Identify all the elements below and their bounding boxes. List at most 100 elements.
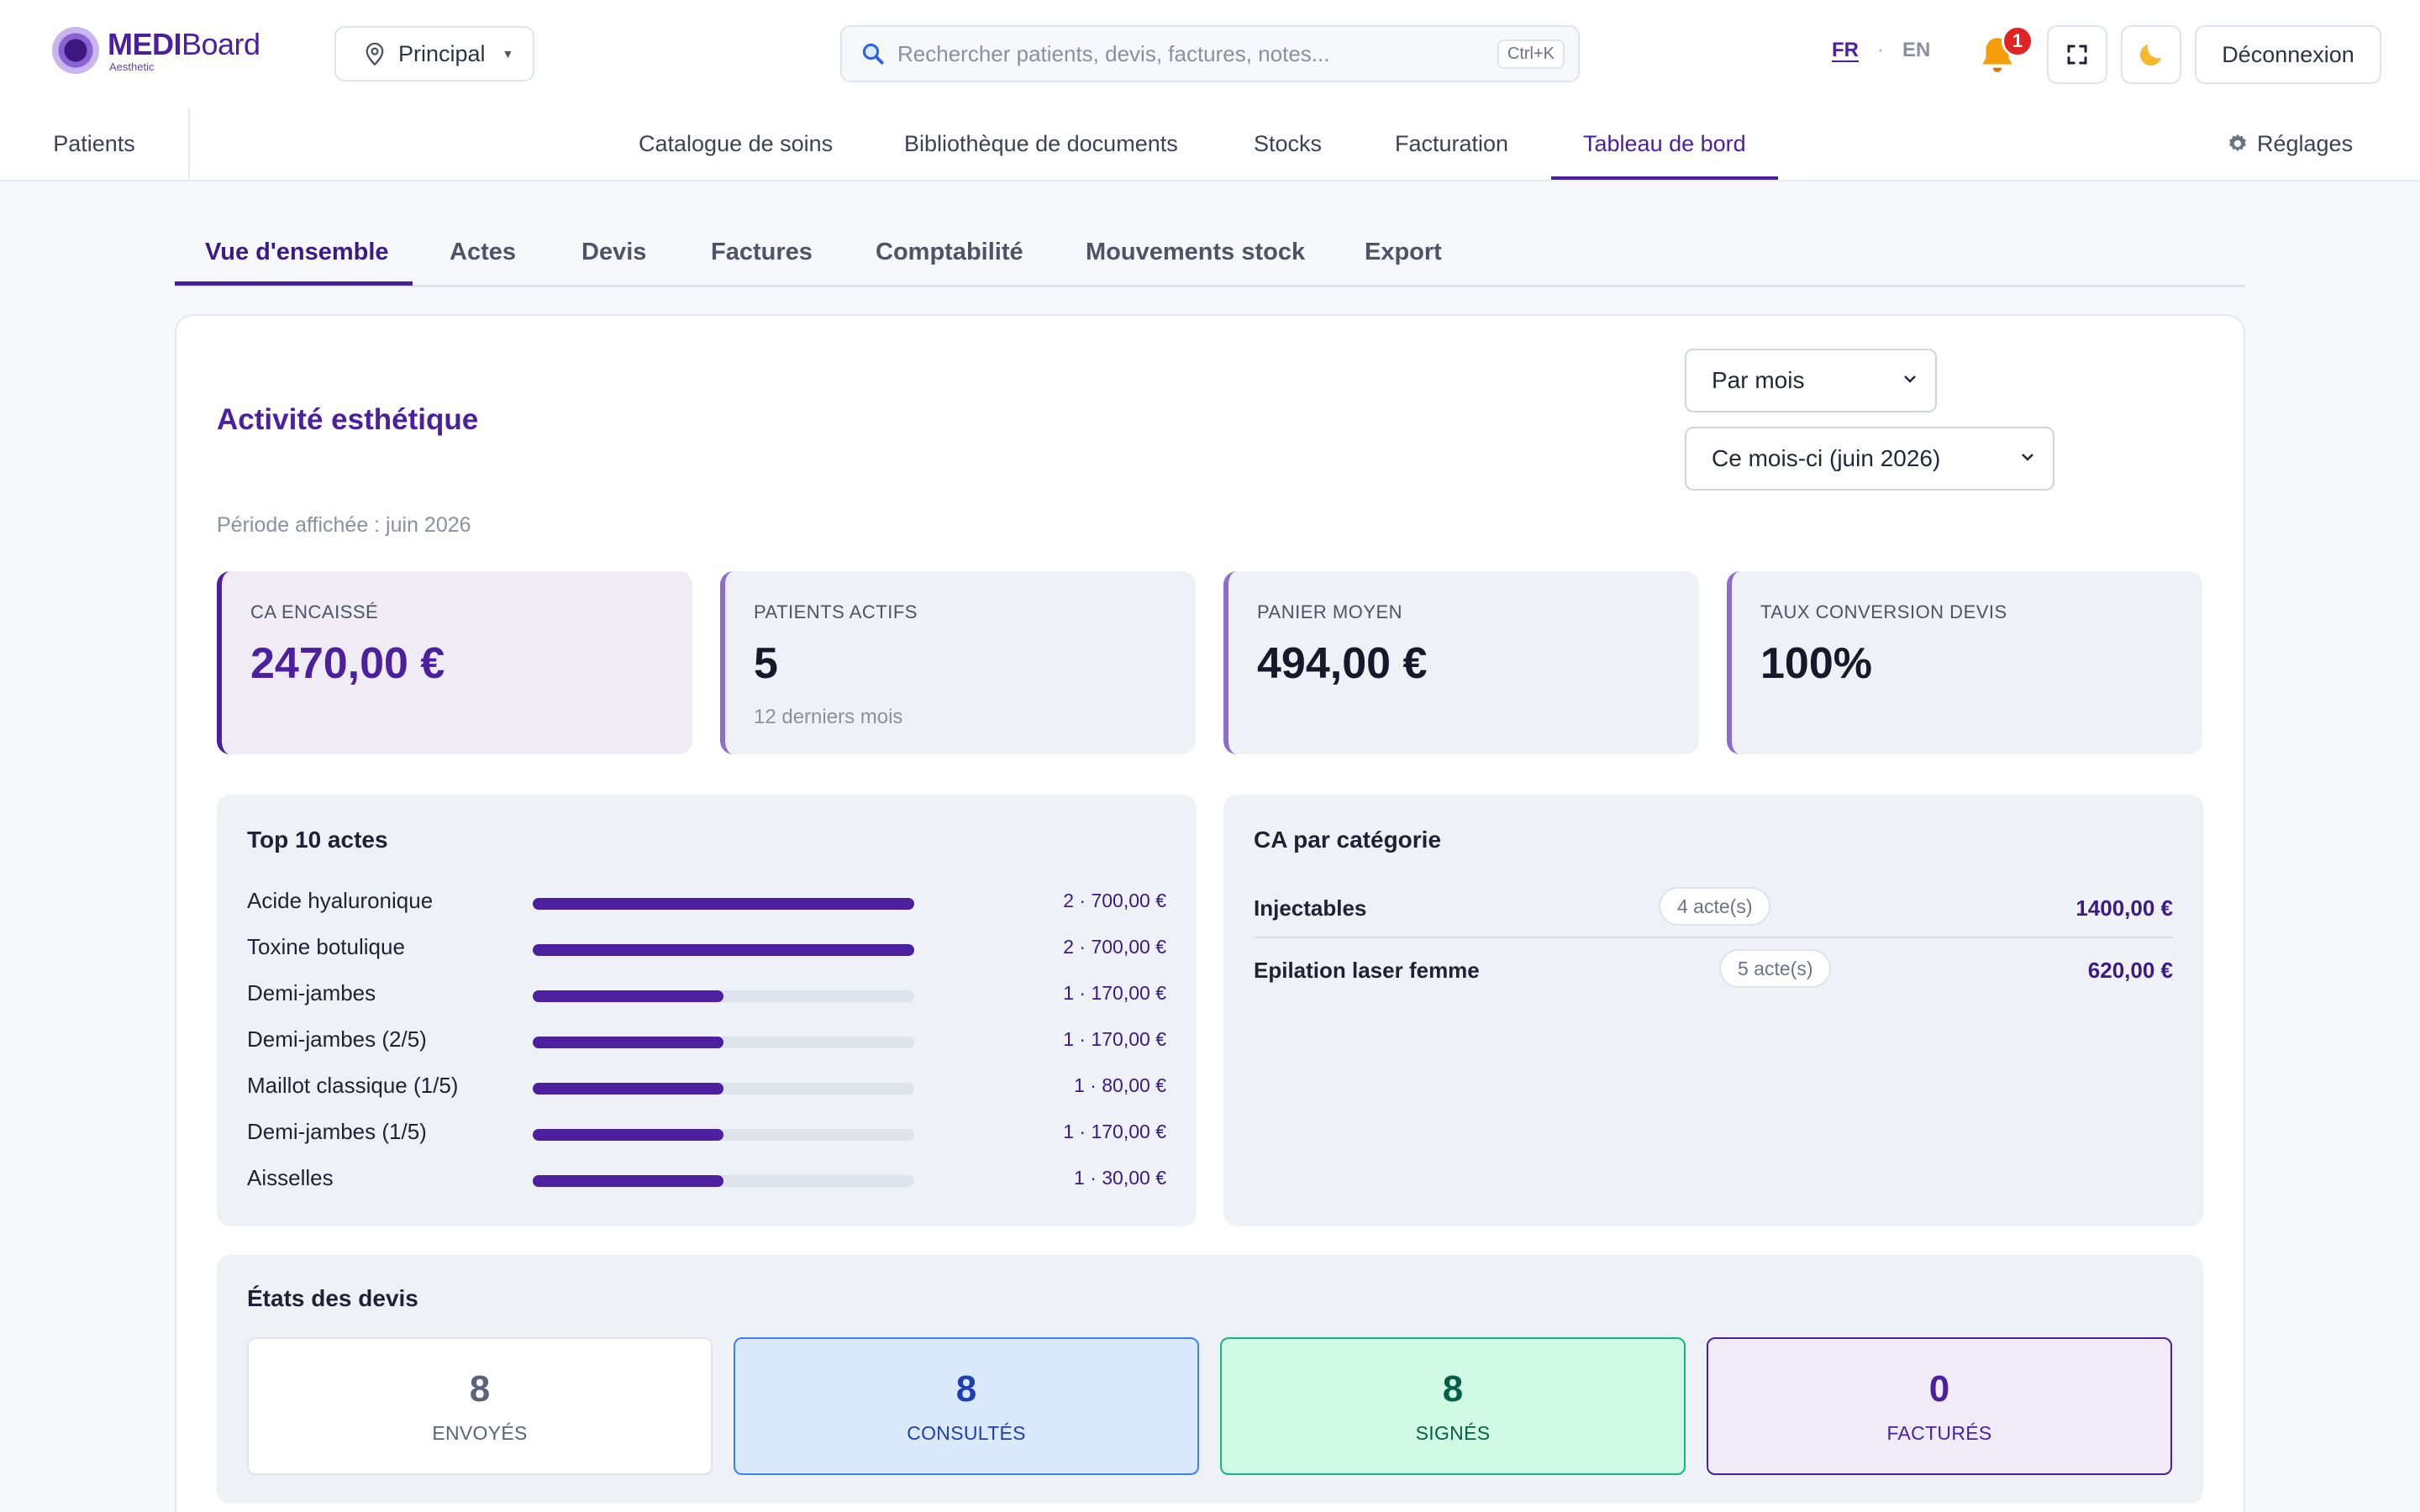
ca-categorie-panel xyxy=(1223,795,2203,1226)
global-search[interactable]: Ctrl+K xyxy=(840,25,1580,82)
category-row: Epilation laser femme 5 acte(s) 620,00 € xyxy=(1254,941,2173,1000)
acte-bar-fill xyxy=(533,1175,723,1187)
period-select-value: Ce mois-ci (juin 2026) xyxy=(1712,445,1941,471)
top-acte-row: Demi-jambes (1/5) 1 · 170,00 € xyxy=(247,1117,1166,1151)
logout-button[interactable]: Déconnexion xyxy=(2195,25,2381,84)
tab-mouvements-stock[interactable]: Mouvements stock xyxy=(1086,239,1306,265)
nav-tableau-de-bord[interactable]: Tableau de bord xyxy=(1583,130,1746,156)
acte-name: Aisselles xyxy=(247,1165,334,1190)
expand-icon xyxy=(2067,45,2087,65)
language-switcher: FR · EN xyxy=(1832,39,1930,62)
moon-icon xyxy=(2139,45,2161,66)
lang-separator: · xyxy=(1877,39,1884,61)
category-value: 1400,00 € xyxy=(2075,895,2173,921)
granularity-select[interactable]: Par mois xyxy=(1685,349,1937,412)
app-logo[interactable]: MEDIBoard Aesthetic xyxy=(52,27,260,74)
kpi-label: Taux conversion devis xyxy=(1760,601,2007,622)
acte-bar-track xyxy=(533,1083,914,1095)
tab-actes[interactable]: Actes xyxy=(450,239,516,265)
chevron-down-icon xyxy=(2022,454,2033,461)
page-title: Activité esthétique xyxy=(217,403,479,436)
top-acte-row: Demi-jambes (2/5) 1 · 170,00 € xyxy=(247,1025,1166,1058)
state-count: 8 xyxy=(469,1368,491,1410)
tab-factures[interactable]: Factures xyxy=(711,239,813,265)
nav-catalogue-soins[interactable]: Catalogue de soins xyxy=(639,130,834,156)
acte-count-pill: 5 acte(s) xyxy=(1719,949,1832,988)
acte-value: 1 · 170,00 € xyxy=(1063,1121,1166,1142)
tab-comptabilite[interactable]: Comptabilité xyxy=(876,239,1023,265)
acte-name: Demi-jambes (2/5) xyxy=(247,1026,427,1052)
acte-bar-fill xyxy=(533,1129,723,1141)
acte-name: Acide hyaluronique xyxy=(247,888,434,913)
acte-bar-fill xyxy=(533,1037,723,1048)
kpi-ca-encaisse: CA encaissé 2470,00 € xyxy=(217,571,692,754)
acte-name: Demi-jambes xyxy=(247,980,376,1005)
period-label: Période affichée : juin 2026 xyxy=(217,513,471,537)
kpi-value: 100% xyxy=(1760,639,1872,688)
granularity-value: Par mois xyxy=(1712,367,1805,393)
nav-facturation[interactable]: Facturation xyxy=(1395,130,1509,156)
kpi-patients-actifs: Patients actifs 5 12 derniers mois xyxy=(720,571,1196,754)
kpi-label: Panier moyen xyxy=(1257,601,1403,622)
acte-value: 1 · 80,00 € xyxy=(1074,1074,1166,1096)
nav-settings-label: Réglages xyxy=(2257,130,2354,156)
top-acte-row: Toxine botulique 2 · 700,00 € xyxy=(247,932,1166,966)
nav-patients[interactable]: Patients xyxy=(0,108,190,180)
acte-bar-track xyxy=(533,1129,914,1141)
acte-bar-track xyxy=(533,990,914,1002)
top-acte-row: Demi-jambes 1 · 170,00 € xyxy=(247,979,1166,1012)
brand-name-light: Board xyxy=(182,26,260,61)
dark-mode-toggle[interactable] xyxy=(2121,25,2181,84)
nav-stocks[interactable]: Stocks xyxy=(1254,130,1323,156)
kpi-value: 5 xyxy=(754,639,778,688)
acte-bar-track xyxy=(533,1037,914,1048)
devis-state-factures[interactable]: 0 FACTURÉS xyxy=(1707,1337,2172,1475)
tab-vue-ensemble[interactable]: Vue d'ensemble xyxy=(205,239,389,265)
fullscreen-button[interactable] xyxy=(2047,25,2107,84)
lang-fr-link[interactable]: FR xyxy=(1832,39,1859,61)
tab-export[interactable]: Export xyxy=(1365,239,1442,265)
devis-state-consultes[interactable]: 8 CONSULTÉS xyxy=(734,1337,1199,1475)
top-actes-panel xyxy=(217,795,1197,1226)
search-icon xyxy=(862,43,884,65)
top-header: MEDIBoard Aesthetic Principal ▼ Ctrl+K F… xyxy=(0,0,2420,108)
state-label: FACTURÉS xyxy=(1886,1421,1992,1444)
devis-state-signes[interactable]: 8 SIGNÉS xyxy=(1220,1337,1686,1475)
acte-value: 1 · 170,00 € xyxy=(1063,982,1166,1004)
tab-devis[interactable]: Devis xyxy=(581,239,647,265)
acte-bar-track xyxy=(533,944,914,956)
branch-selector[interactable]: Principal ▼ xyxy=(334,26,534,81)
top-acte-row: Aisselles 1 · 30,00 € xyxy=(247,1163,1166,1197)
search-input[interactable] xyxy=(897,40,1497,67)
nav-settings[interactable]: Réglages xyxy=(2227,108,2353,180)
location-pin-icon xyxy=(366,42,384,66)
brand-subtitle: Aesthetic xyxy=(109,60,155,73)
dashboard-tabs: Vue d'ensemble Actes Devis Factures Comp… xyxy=(175,227,2245,287)
acte-bar-fill xyxy=(533,1083,723,1095)
lang-en-link[interactable]: EN xyxy=(1902,39,1931,61)
acte-count-pill: 4 acte(s) xyxy=(1659,887,1771,926)
gear-icon xyxy=(2229,134,2246,152)
kpi-taux-conversion: Taux conversion devis 100% xyxy=(1727,571,2202,754)
branch-label: Principal xyxy=(398,40,486,66)
acte-value: 1 · 170,00 € xyxy=(1063,1028,1166,1050)
devis-state-envoyes[interactable]: 8 ENVOYÉS xyxy=(247,1337,713,1475)
caret-down-icon: ▼ xyxy=(502,47,514,60)
nav-bibliotheque-documents[interactable]: Bibliothèque de documents xyxy=(904,130,1178,156)
state-label: ENVOYÉS xyxy=(432,1421,528,1444)
period-select[interactable]: Ce mois-ci (juin 2026) xyxy=(1685,427,2054,491)
category-name: Epilation laser femme xyxy=(1254,958,1480,983)
active-nav-indicator xyxy=(1551,176,1778,180)
kpi-panier-moyen: Panier moyen 494,00 € xyxy=(1223,571,1699,754)
search-shortcut-hint: Ctrl+K xyxy=(1497,39,1565,69)
acte-value: 1 · 30,00 € xyxy=(1074,1167,1166,1189)
ca-categorie-title: CA par catégorie xyxy=(1254,827,1442,853)
kpi-subtext: 12 derniers mois xyxy=(754,706,903,728)
kpi-value: 494,00 € xyxy=(1257,639,1428,688)
acte-value: 2 · 700,00 € xyxy=(1063,890,1166,911)
acte-name: Maillot classique (1/5) xyxy=(247,1073,459,1098)
acte-bar-track xyxy=(533,898,914,910)
row-divider xyxy=(1254,937,2173,938)
acte-bar-fill xyxy=(533,944,914,956)
brand-name-bold: MEDI xyxy=(108,26,182,61)
